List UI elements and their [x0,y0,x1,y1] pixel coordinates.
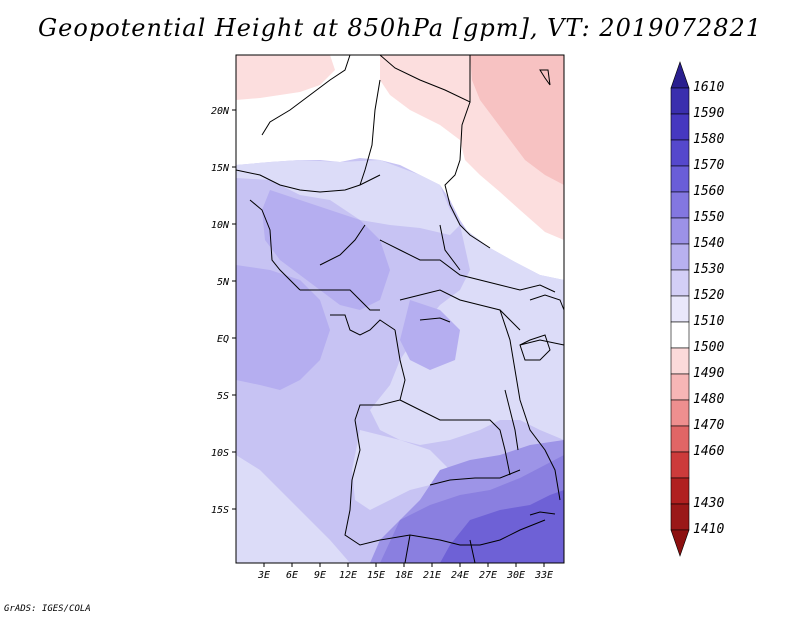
field-1520-east [370,225,564,445]
lon-tick: 21E [423,570,441,581]
lon-axis: 3E 6E 9E 12E 15E 18E 21E 24E 27E 30E 33E [257,563,553,581]
colorbar-segment [670,165,690,193]
lon-tick: 18E [395,570,413,581]
field-1500-nw [236,55,335,100]
lat-tick: 15N [211,163,230,174]
colorbar-label: 1520 [693,288,725,303]
colorbar-segment [670,503,690,531]
colorbar-segment [670,399,690,427]
map-frame [235,54,565,564]
colorbar-segment [670,87,690,115]
lat-tick: 10N [211,220,230,231]
colorbar-segment [670,425,690,453]
colorbar-label: 1560 [693,184,725,199]
colorbar-segment [670,243,690,271]
lon-tick: 3E [257,570,270,581]
colorbar-segment [670,451,690,479]
colorbar-label: 1460 [693,444,725,459]
map-title: Geopotential Height at 850hPa [gpm], VT:… [38,14,762,42]
lat-tick: 20N [211,106,230,117]
colorbar [670,61,690,557]
colorbar-segment [670,269,690,297]
field-1520-southwest [236,455,350,563]
colorbar-label: 1590 [693,106,725,121]
colorbar-top-arrow [670,61,690,89]
lon-tick: 12E [339,570,357,581]
colorbar-label: 1580 [693,132,725,147]
colorbar-segment [670,217,690,245]
colorbar-label: 1540 [693,236,725,251]
lat-tick: 5N [217,277,230,288]
lat-tick: 5S [217,391,229,402]
lon-tick: 15E [367,570,385,581]
colorbar-segment [670,321,690,349]
colorbar-label: 1570 [693,158,725,173]
lon-tick: 33E [534,570,553,581]
field-1540-congo [400,300,460,370]
colorbar-label: 1410 [693,522,725,537]
lat-tick: 15S [211,505,229,516]
colorbar-label: 1490 [693,366,725,381]
colorbar-label: 1530 [693,262,725,277]
colorbar-label: 1470 [693,418,725,433]
country-borders [235,54,565,564]
field-1520-sahel [236,160,460,235]
lon-tick: 6E [286,570,298,581]
colorbar-segment [670,347,690,375]
colorbar-segment [670,139,690,167]
lon-tick: 30E [506,570,525,581]
colorbar-label: 1430 [693,496,725,511]
lat-axis: 20N 15N 10N 5N EQ 5S 10S 15S [211,106,236,516]
lon-tick: 24E [451,570,469,581]
colorbar-label: 1550 [693,210,725,225]
colorbar-segment [670,477,690,505]
colorbar-segment [670,373,690,401]
grads-credit: GrADS: IGES/COLA [4,604,91,614]
lat-tick: EQ [217,334,229,345]
field-1520-angola [352,430,450,510]
field-1490-ne [470,55,564,185]
colorbar-label: 1510 [693,314,725,329]
map-panel [235,54,565,564]
lon-tick: 9E [314,570,326,581]
field-1540-central [262,190,390,310]
colorbar-segment [670,113,690,141]
field-1540-west [236,265,330,390]
lat-tick: 10S [211,448,229,459]
colorbar-label: 1610 [693,80,725,95]
lakes [419,69,556,516]
colorbar-bottom-arrow [670,529,690,557]
colorbar-label: 1480 [693,392,725,407]
colorbar-label: 1500 [693,340,725,355]
colorbar-segment [670,295,690,323]
lon-tick: 27E [479,570,497,581]
colorbar-segment [670,191,690,219]
